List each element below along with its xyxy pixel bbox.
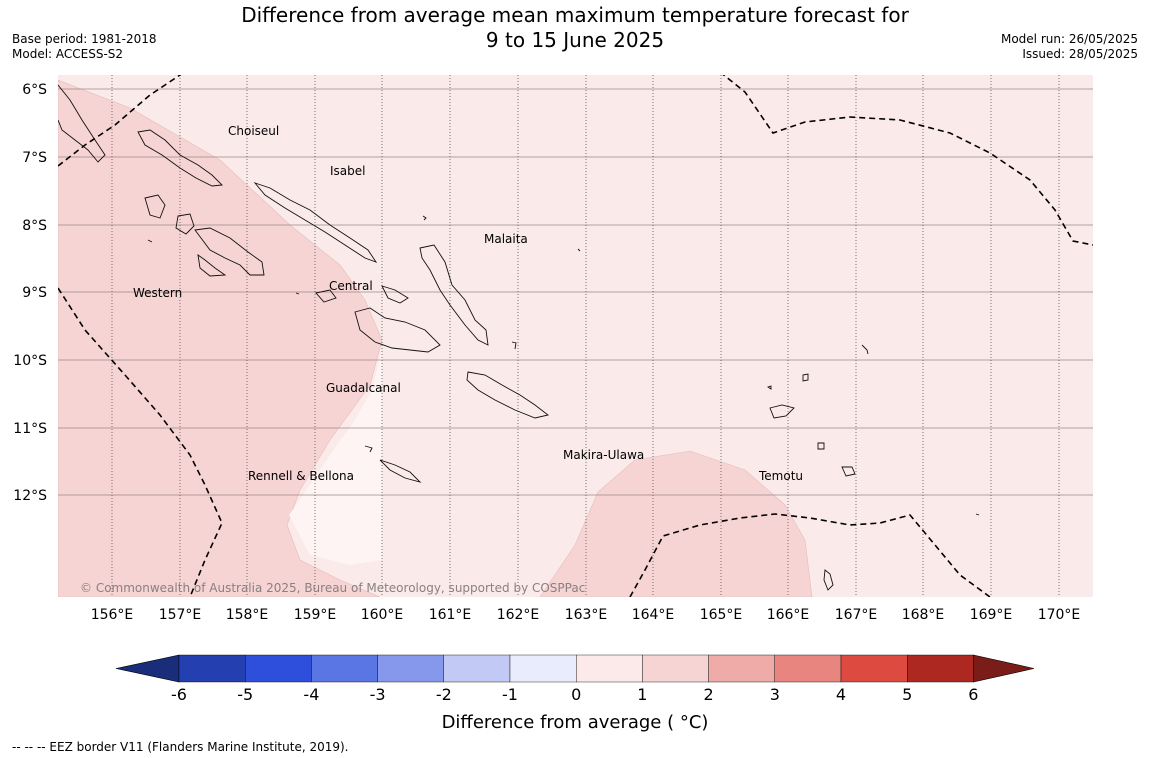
eez-border — [58, 75, 1093, 597]
lat-label: 11°S — [13, 421, 47, 437]
province-label-makira-ulawa: Makira-Ulawa — [563, 448, 644, 462]
colorbar-segment — [576, 654, 643, 683]
colorbar-tick-label: -5 — [237, 685, 253, 704]
lat-label: 12°S — [13, 488, 47, 504]
colorbar: -6 -5 -4 -3 -2 -1 0 1 2 3 4 5 6 — [115, 654, 1035, 704]
colorbar-segment — [840, 654, 908, 683]
lat-label: 8°S — [22, 218, 47, 234]
lon-label: 164°E — [632, 607, 675, 623]
province-label-guadalcanal: Guadalcanal — [326, 381, 401, 395]
colorbar-tick-label: 1 — [637, 685, 647, 704]
colorbar-tick-label: 2 — [704, 685, 714, 704]
lon-label: 160°E — [361, 607, 404, 623]
province-label-western: Western — [133, 286, 182, 300]
model-run-text: Model run: 26/05/2025 — [1000, 32, 1138, 46]
lat-label: 9°S — [22, 285, 47, 301]
province-label-temotu: Temotu — [758, 469, 803, 483]
colorbar-segment — [907, 654, 974, 683]
map-title-line2: 9 to 15 June 2025 — [485, 28, 665, 52]
lat-gridlines — [58, 88, 1093, 496]
colorbar-segment — [774, 654, 842, 683]
copyright-text: © Commonwealth of Australia 2025, Bureau… — [80, 581, 585, 595]
colorbar-tick-label: 3 — [770, 685, 780, 704]
lon-label: 163°E — [565, 607, 608, 623]
lon-label: 165°E — [700, 607, 743, 623]
map-title-line1: Difference from average mean maximum tem… — [241, 3, 909, 27]
colorbar-segment — [377, 654, 445, 683]
province-label-choiseul: Choiseul — [228, 124, 279, 138]
lon-label: 156°E — [91, 607, 134, 623]
colorbar-title: Difference from average ( °C) — [442, 712, 709, 733]
province-label-central: Central — [329, 279, 373, 293]
anomaly-low-notch — [289, 348, 382, 565]
lon-label: 169°E — [970, 607, 1013, 623]
forecast-map: Choiseul Isabel Malaita Western Central … — [13, 75, 1093, 733]
lon-label: 167°E — [835, 607, 878, 623]
lon-label: 168°E — [902, 607, 945, 623]
base-period-text: Base period: 1981-2018 — [12, 32, 157, 46]
lon-label: 162°E — [497, 607, 540, 623]
lat-label: 10°S — [13, 353, 47, 369]
anomaly-1-to-2-region-west — [58, 79, 383, 597]
anomaly-1-to-2-region-southeast — [539, 450, 813, 597]
eez-footnote: -- -- -- EEZ border V11 (Flanders Marine… — [12, 740, 349, 754]
colorbar-tick-label: 5 — [902, 685, 912, 704]
colorbar-tick-label: 0 — [571, 685, 581, 704]
issued-text: Issued: 28/05/2025 — [1022, 47, 1138, 61]
colorbar-tick-label: -1 — [502, 685, 518, 704]
lon-label: 159°E — [294, 607, 337, 623]
colorbar-segment — [443, 654, 511, 683]
lon-label: 158°E — [226, 607, 269, 623]
province-label-rennell-bellona: Rennell & Bellona — [248, 469, 354, 483]
colorbar-tick-label: 6 — [968, 685, 978, 704]
colorbar-tick-label: -6 — [171, 685, 187, 704]
colorbar-segment — [244, 654, 312, 683]
colorbar-segment — [311, 654, 378, 683]
lon-label: 157°E — [159, 607, 202, 623]
lon-gridlines — [111, 75, 1060, 597]
island-outlines — [58, 84, 980, 591]
province-label-isabel: Isabel — [330, 164, 365, 178]
lon-label: 170°E — [1038, 607, 1081, 623]
lat-label: 6°S — [22, 82, 47, 98]
lon-label: 161°E — [429, 607, 472, 623]
model-text: Model: ACCESS-S2 — [12, 47, 124, 61]
colorbar-tick-label: -3 — [370, 685, 386, 704]
colorbar-segment — [178, 654, 246, 683]
lon-label: 166°E — [767, 607, 810, 623]
colorbar-segment — [642, 654, 709, 683]
colorbar-under-triangle — [115, 654, 180, 683]
colorbar-tick-label: -2 — [436, 685, 452, 704]
colorbar-tick-label: -4 — [303, 685, 319, 704]
colorbar-over-triangle — [973, 654, 1035, 683]
colorbar-segment — [708, 654, 775, 683]
lat-label: 7°S — [22, 150, 47, 166]
colorbar-tick-label: 4 — [836, 685, 846, 704]
colorbar-segment — [509, 654, 577, 683]
province-label-malaita: Malaita — [484, 232, 528, 246]
